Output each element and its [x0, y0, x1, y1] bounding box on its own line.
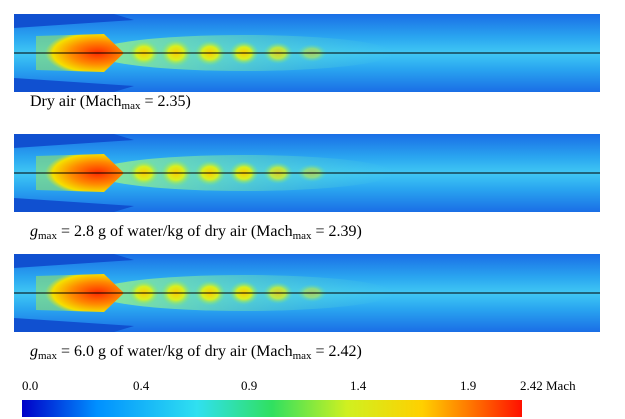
- colorbar-label: 0.9: [241, 378, 257, 393]
- colorbar-label: 1.4: [350, 378, 367, 393]
- caption-text: Dry air (Mach: [30, 93, 122, 110]
- caption-text: = 2.39): [312, 223, 362, 240]
- colorbar-label: 0.4: [133, 378, 150, 393]
- caption-text: g: [30, 343, 38, 360]
- colorbar-label: 0.0: [22, 378, 38, 393]
- caption-text: = 2.8 g of water/kg of dry air (Mach: [57, 223, 293, 240]
- flow-image: [14, 254, 600, 332]
- colorbar-label: 1.9: [460, 378, 476, 393]
- subscript: max: [293, 350, 312, 362]
- subscript: max: [293, 230, 312, 242]
- caption-text: g: [30, 223, 38, 240]
- flow-image: [14, 14, 600, 92]
- colorbar-label: 2.42 Mach: [520, 378, 576, 393]
- caption-text: = 2.35): [140, 93, 190, 110]
- colorbar: 0.0 0.4 0.9 1.4 1.9 2.42 Mach: [22, 378, 576, 417]
- caption-text: = 6.0 g of water/kg of dry air (Mach: [57, 343, 293, 360]
- caption: gmax = 6.0 g of water/kg of dry air (Mac…: [30, 343, 362, 362]
- colorbar-gradient: [22, 400, 522, 417]
- subscript: max: [38, 350, 57, 362]
- caption-text: = 2.42): [312, 343, 362, 360]
- subscript: max: [122, 100, 141, 112]
- figure: 0.00.40.91.41.92.42 Mach Dry air (Machma…: [0, 0, 625, 419]
- caption: gmax = 2.8 g of water/kg of dry air (Mac…: [30, 223, 362, 242]
- caption: Dry air (Machmax = 2.35): [30, 93, 191, 112]
- flow-image: [14, 134, 600, 212]
- subscript: max: [38, 230, 57, 242]
